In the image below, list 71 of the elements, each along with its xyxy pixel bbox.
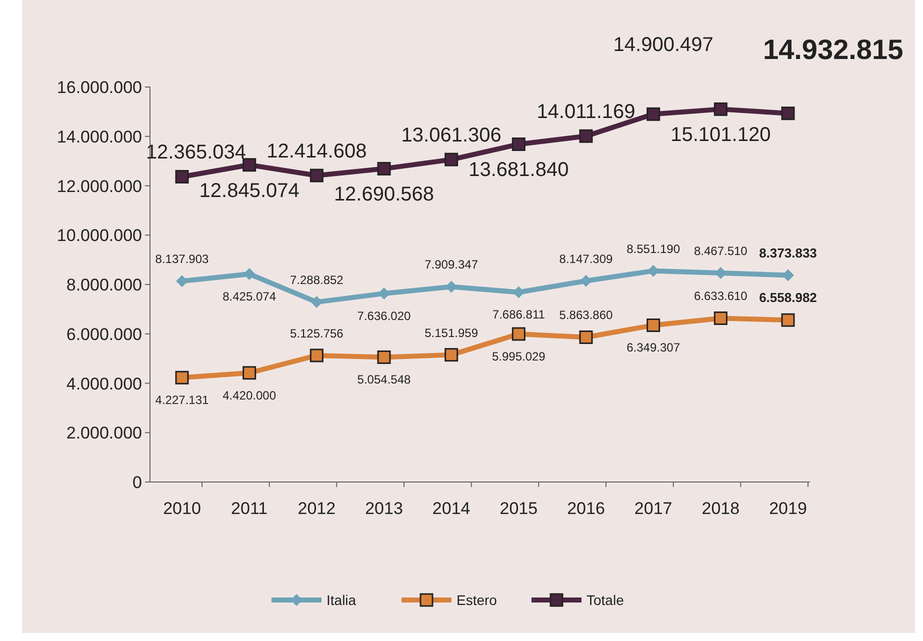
point bbox=[646, 107, 660, 121]
point bbox=[781, 313, 795, 327]
data-label: 14.932.815 bbox=[763, 34, 904, 66]
y-tick-label: 2.000.000 bbox=[66, 424, 142, 443]
point bbox=[714, 311, 728, 325]
data-label: 5.054.548 bbox=[357, 372, 412, 387]
data-label: 7.909.347 bbox=[424, 258, 478, 272]
x-tick-label: 2014 bbox=[432, 499, 470, 518]
point bbox=[579, 330, 593, 344]
data-label: 8.373.833 bbox=[759, 245, 817, 260]
data-label: 5.125.756 bbox=[290, 326, 344, 340]
data-label: 8.137.903 bbox=[155, 252, 210, 266]
legend-label: Totale bbox=[586, 592, 624, 608]
y-tick-label: 14.000.000 bbox=[56, 127, 142, 146]
data-label: 6.633.610 bbox=[694, 289, 748, 304]
data-label: 8.551.190 bbox=[626, 242, 680, 256]
x-tick-label: 2017 bbox=[634, 499, 672, 518]
data-label: 14.900.497 bbox=[613, 34, 714, 56]
x-tick-label: 2011 bbox=[231, 499, 268, 518]
x-tick-label: 2015 bbox=[500, 499, 538, 518]
data-label: 8.147.309 bbox=[559, 252, 614, 266]
y-tick-label: 10.000.000 bbox=[56, 226, 142, 246]
data-label: 12.690.568 bbox=[334, 184, 434, 206]
data-label: 8.425.074 bbox=[222, 289, 276, 304]
point bbox=[579, 129, 593, 143]
data-label: 4.227.131 bbox=[155, 393, 210, 408]
point bbox=[444, 348, 458, 362]
x-tick-label: 2019 bbox=[769, 499, 807, 518]
point bbox=[512, 327, 526, 341]
data-label: 15.101.120 bbox=[670, 124, 771, 146]
y-tick-label: 4.000.000 bbox=[66, 374, 142, 394]
point bbox=[714, 102, 728, 116]
data-label: 5.995.029 bbox=[492, 349, 546, 364]
x-tick-label: 2016 bbox=[567, 499, 605, 518]
x-tick-label: 2013 bbox=[365, 499, 403, 518]
legend-label: Italia bbox=[326, 592, 356, 608]
data-label: 7.686.811 bbox=[492, 308, 546, 322]
data-label: 7.636.020 bbox=[357, 308, 412, 323]
data-label: 5.151.959 bbox=[424, 326, 478, 340]
point bbox=[444, 152, 458, 166]
point bbox=[242, 158, 256, 172]
y-tick-label: 8.000.000 bbox=[66, 276, 142, 294]
data-label: 13.681.840 bbox=[468, 159, 569, 182]
point bbox=[175, 370, 189, 384]
data-label: 13.061.306 bbox=[401, 124, 502, 147]
data-label: 5.863.860 bbox=[559, 308, 614, 322]
legend-label: Estero bbox=[456, 592, 498, 608]
data-label: 6.558.982 bbox=[759, 290, 817, 306]
point bbox=[175, 170, 189, 184]
point bbox=[310, 168, 324, 182]
point bbox=[377, 162, 391, 176]
y-tick-label: 0 bbox=[132, 473, 142, 492]
point bbox=[377, 350, 391, 364]
point bbox=[781, 106, 795, 120]
point bbox=[242, 366, 256, 380]
data-label: 6.349.307 bbox=[626, 340, 680, 355]
y-tick-label: 6.000.000 bbox=[66, 324, 142, 344]
point bbox=[512, 137, 526, 151]
point bbox=[646, 318, 660, 332]
data-label: 8.467.510 bbox=[694, 244, 748, 258]
data-label: 4.420.000 bbox=[222, 388, 276, 402]
data-label: 12.845.074 bbox=[199, 180, 300, 202]
point bbox=[310, 348, 324, 362]
x-tick-label: 2012 bbox=[298, 499, 336, 518]
x-tick-label: 2018 bbox=[702, 499, 740, 518]
data-label: 12.414.608 bbox=[266, 140, 367, 163]
data-label: 7.288.852 bbox=[290, 273, 344, 288]
y-tick-label: 16.000.000 bbox=[56, 78, 142, 97]
y-tick-label: 12.000.000 bbox=[56, 176, 142, 196]
x-tick-label: 2010 bbox=[163, 499, 201, 518]
data-label: 14.011.169 bbox=[536, 101, 636, 124]
